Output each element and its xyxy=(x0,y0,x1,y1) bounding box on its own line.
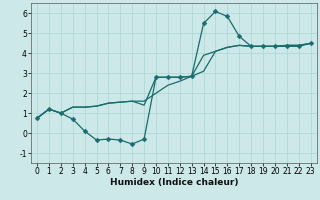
X-axis label: Humidex (Indice chaleur): Humidex (Indice chaleur) xyxy=(109,178,238,187)
